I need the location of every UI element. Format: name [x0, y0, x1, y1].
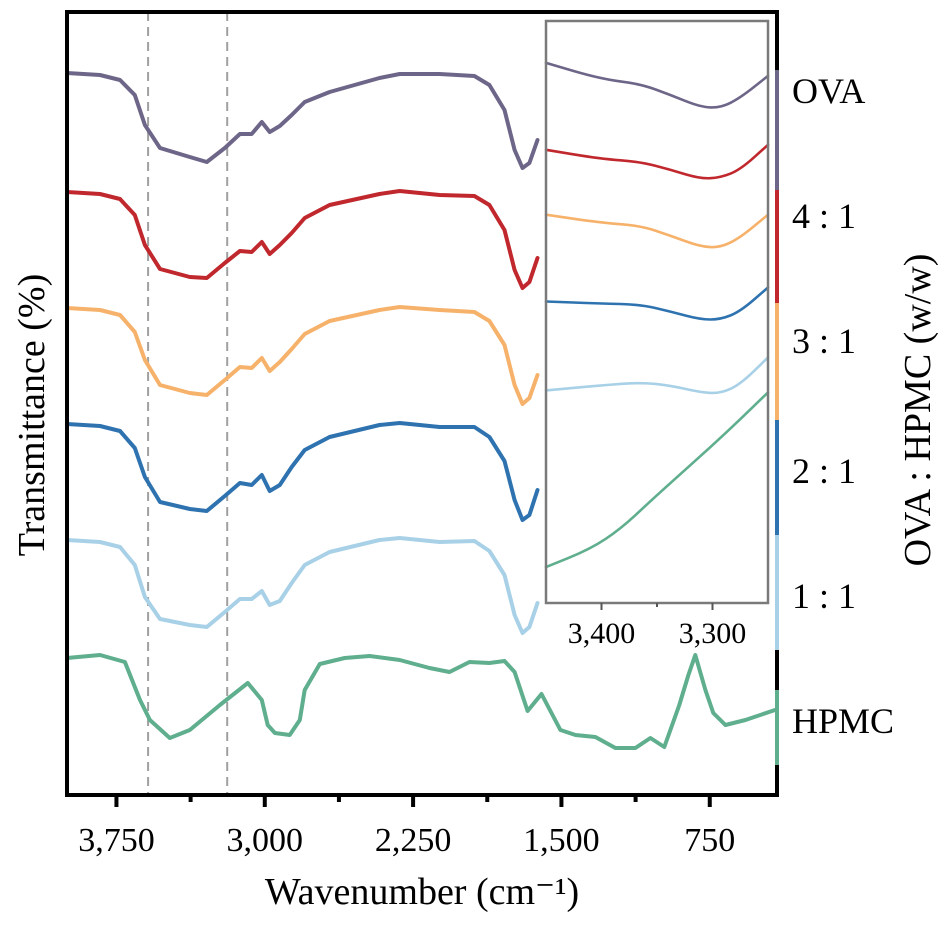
series-label-HPMC: HPMC [792, 701, 894, 741]
series-label-2-1: 2 : 1 [792, 451, 856, 491]
x-tick-label: 3,000 [227, 822, 304, 859]
inset-series-line-3-1 [544, 213, 770, 249]
inset-series-line-HPMC [544, 391, 770, 569]
x-axis-tick-labels: 3,750 3,000 2,250 1,500 750 [78, 822, 735, 859]
series-label-4-1: 4 : 1 [792, 196, 856, 236]
inset-x-tick-label: 3,300 [679, 617, 747, 650]
inset-plot: 3,400 3,300 [542, 19, 772, 650]
series-line-1-1 [65, 536, 540, 635]
inset-background [542, 21, 772, 603]
x-tick-label: 2,250 [375, 822, 452, 859]
inset-series-line-2-1 [544, 286, 770, 321]
inset-series-line-4-1 [544, 143, 770, 180]
series-line-2-1 [65, 421, 540, 522]
inset-series-line-1-1 [544, 356, 770, 395]
main-series-group [65, 71, 777, 750]
series-line-HPMC [65, 653, 777, 750]
series-line-3-1 [65, 305, 540, 406]
series-line-4-1 [65, 189, 540, 290]
series-labels: OVA 4 : 1 3 : 1 2 : 1 1 : 1 HPMC [792, 71, 894, 741]
y-axis-title: Transmittance (%) [11, 274, 53, 556]
x-tick-label: 3,750 [78, 822, 155, 859]
x-axis-ticks [114, 795, 712, 807]
inset-x-tick-label: 3,400 [568, 617, 636, 650]
right-axis-title: OVA : HPMC (w/w) [897, 254, 939, 567]
inset-series-line-OVA [544, 61, 770, 109]
series-line-OVA [65, 71, 540, 170]
series-label-1-1: 1 : 1 [792, 576, 856, 616]
series-label-OVA: OVA [792, 71, 865, 111]
x-axis-title: Wavenumber (cm⁻¹) [265, 871, 579, 913]
x-tick-label: 1,500 [523, 822, 600, 859]
x-tick-label: 750 [684, 822, 735, 859]
reference-lines [147, 12, 229, 795]
series-label-3-1: 3 : 1 [792, 321, 856, 361]
